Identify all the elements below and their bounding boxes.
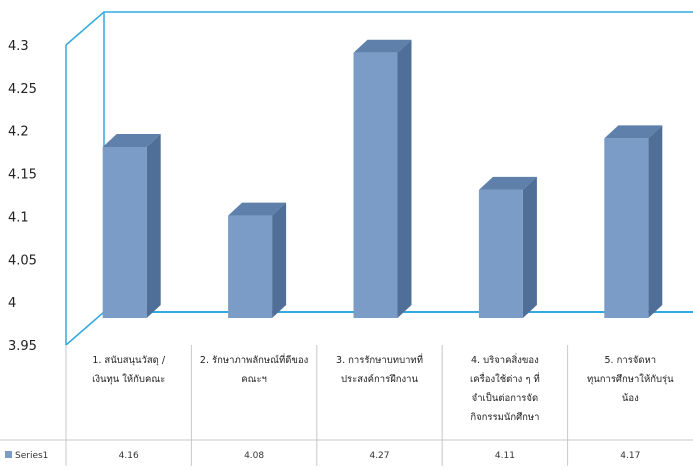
legend-swatch: [5, 451, 12, 458]
bar: [228, 202, 287, 318]
category-label-line: 4. บริจาคสิ่งของ: [471, 353, 539, 366]
category-label-line: เครื่องใช้ต่าง ๆ ที่: [470, 372, 540, 385]
bar: [604, 125, 663, 318]
data-table-value: 4.16: [119, 451, 139, 461]
data-table-value: 4.11: [495, 451, 515, 461]
category-label-line: เงินทุน ให้กับคณะ: [92, 373, 165, 385]
bar-front-face: [102, 147, 147, 318]
category-label-line: จำเป็นต่อการจัด: [472, 391, 538, 404]
y-tick-label: 4.2: [8, 125, 29, 140]
category-label: 3. การรักษาบทบาทที่ประสงค์การฝึกงาน: [336, 353, 423, 385]
category-label-line: 3. การรักษาบทบาทที่: [336, 353, 423, 366]
data-table-value: 4.08: [244, 451, 264, 461]
category-label: 1. สนับสนุนวัสดุ / เงินทุน ให้กับคณะ: [92, 355, 166, 385]
bar-top-face: [353, 39, 412, 53]
y-tick-label: 4.25: [8, 82, 37, 97]
bar-front-face: [228, 215, 273, 318]
category-label-line: ทุนการศึกษาให้กับรุ่น: [587, 373, 674, 385]
bar-top-face: [102, 134, 161, 147]
bar-front-face: [478, 189, 523, 318]
category-label: 5. การจัดหาทุนการศึกษาให้กับรุ่นน้อง: [587, 355, 674, 404]
bar: [353, 39, 412, 318]
y-tick-label: 4.15: [8, 168, 37, 183]
category-label: 4. บริจาคสิ่งของเครื่องใช้ต่าง ๆ ที่จำเป…: [470, 353, 540, 423]
bar: [478, 176, 537, 318]
category-label-line: ประสงค์การฝึกงาน: [341, 373, 419, 385]
bar-side-face: [397, 39, 412, 318]
bar-side-face: [146, 134, 161, 318]
bar-top-face: [228, 202, 287, 216]
y-tick-label: 4.1: [8, 210, 29, 225]
y-tick-label: 4.3: [8, 39, 29, 54]
bar-side-face: [648, 125, 663, 318]
category-label-line: 5. การจัดหา: [604, 355, 656, 366]
y-tick-label: 3.95: [8, 339, 37, 354]
category-label-line: น้อง: [622, 393, 639, 404]
bar-top-face: [604, 125, 663, 139]
data-table-value: 4.27: [369, 451, 389, 461]
category-label: 2. รักษาภาพลักษณ์ที่ดีของคณะฯ: [200, 353, 308, 385]
bar: [102, 134, 161, 318]
legend-series-label: Series1: [15, 451, 48, 461]
category-label-line: คณะฯ: [241, 374, 267, 385]
bar-front-face: [604, 138, 649, 318]
y-tick-label: 4.05: [8, 253, 37, 268]
bar-top-face: [478, 176, 537, 190]
category-label-line: 1. สนับสนุนวัสดุ /: [92, 355, 166, 366]
category-label-line: กิจกรรมนักศึกษา: [470, 412, 539, 423]
bar-front-face: [353, 52, 398, 318]
data-table-value: 4.17: [620, 451, 640, 461]
floor-left-edge: [65, 311, 105, 346]
bar-side-face: [522, 176, 537, 318]
y-tick-label: 4: [8, 296, 16, 311]
category-label-line: 2. รักษาภาพลักษณ์ที่ดีของ: [200, 353, 308, 366]
bar-side-face: [272, 202, 287, 318]
